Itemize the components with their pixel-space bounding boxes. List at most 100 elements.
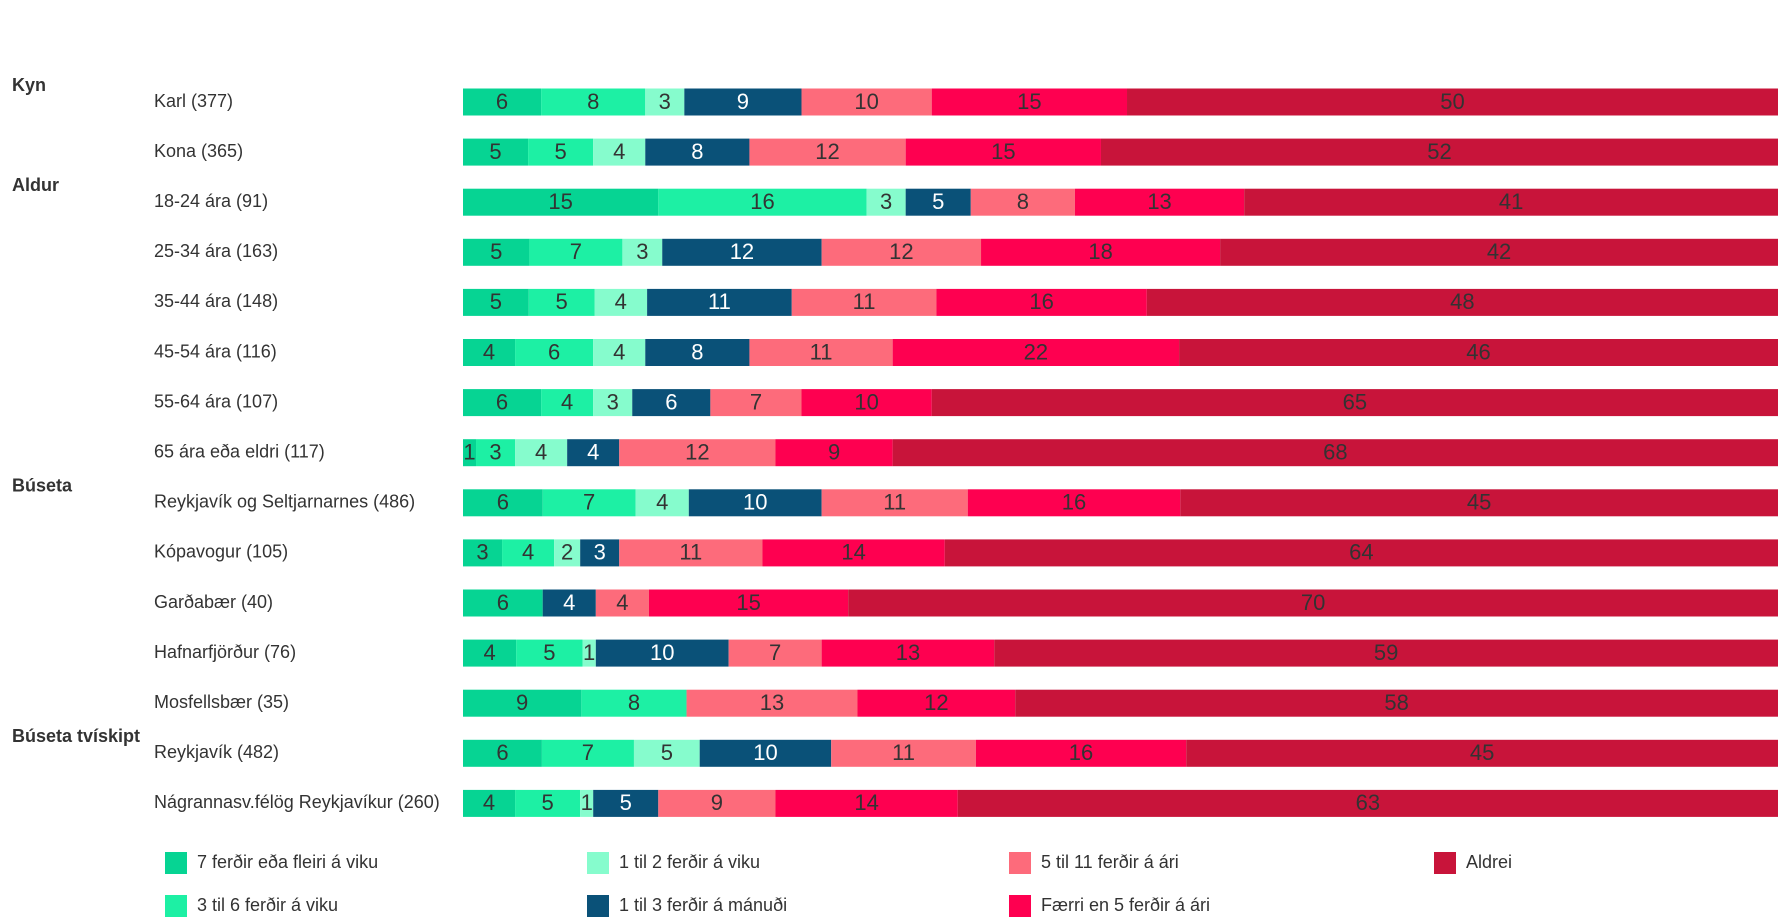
- value-label: 4: [483, 640, 495, 665]
- value-label: 4: [616, 590, 628, 615]
- value-label: 10: [854, 89, 878, 114]
- value-label: 68: [1323, 440, 1347, 465]
- value-label: 11: [883, 490, 906, 515]
- group-label: Búseta: [12, 476, 73, 496]
- category-label: 65 ára eða eldri (117): [154, 441, 325, 461]
- value-label: 7: [582, 740, 594, 765]
- value-label: 5: [490, 289, 502, 314]
- bar-segment: [463, 589, 543, 617]
- bar-segment: [658, 789, 776, 817]
- bar-segment: [645, 339, 750, 366]
- value-label: 46: [1466, 339, 1490, 364]
- value-label: 3: [636, 239, 648, 264]
- bar-segment: [970, 188, 1075, 216]
- value-label: 15: [1017, 89, 1041, 114]
- bar-segment: [775, 439, 893, 467]
- bar-segment: [848, 589, 1778, 617]
- value-label: 4: [483, 339, 495, 364]
- bar-segment: [821, 639, 995, 667]
- value-label: 3: [659, 89, 671, 114]
- bar-segment: [542, 589, 596, 617]
- bar-segment: [542, 489, 636, 517]
- value-label: 4: [483, 790, 495, 815]
- bar-segment: [541, 88, 646, 116]
- category-label: 35-44 ára (148): [154, 291, 278, 311]
- value-label: 45: [1467, 490, 1491, 515]
- value-label: 42: [1487, 239, 1511, 264]
- value-label: 64: [1349, 540, 1373, 565]
- bar-segment: [463, 339, 516, 366]
- value-label: 4: [613, 339, 625, 364]
- bar-segment: [688, 489, 822, 517]
- bar-segment: [975, 739, 1187, 767]
- bar-segment: [648, 589, 849, 617]
- value-label: 9: [737, 89, 749, 114]
- bar-segment: [645, 138, 750, 166]
- value-label: 10: [854, 389, 878, 414]
- category-label: Hafnarfjörður (76): [154, 642, 296, 662]
- value-label: 5: [556, 289, 568, 314]
- bar-segment: [801, 389, 932, 417]
- bar-segment: [463, 138, 529, 166]
- value-label: 59: [1374, 640, 1398, 665]
- bar-segment: [749, 138, 906, 166]
- bar-segment: [749, 339, 893, 366]
- value-label: 7: [769, 640, 781, 665]
- value-label: 14: [841, 540, 865, 565]
- value-label: 5: [620, 790, 632, 815]
- bar-segment: [728, 639, 822, 667]
- bar-segment: [905, 138, 1101, 166]
- value-label: 6: [496, 740, 508, 765]
- value-label: 48: [1450, 289, 1474, 314]
- category-label: 45-54 ára (116): [154, 341, 277, 361]
- bar-segment: [944, 539, 1778, 567]
- value-label: 6: [496, 89, 508, 114]
- category-label: Garðabær (40): [154, 592, 273, 612]
- bar-segment: [1015, 689, 1778, 717]
- value-label: 4: [535, 440, 547, 465]
- value-label: 1: [581, 790, 593, 815]
- value-label: 4: [615, 289, 627, 314]
- bar-segment: [515, 339, 594, 366]
- value-label: 6: [665, 389, 677, 414]
- value-label: 11: [708, 289, 731, 314]
- bar-segment: [463, 238, 530, 266]
- value-label: 4: [587, 440, 599, 465]
- value-label: 5: [489, 139, 501, 164]
- value-label: 3: [607, 389, 619, 414]
- value-label: 8: [587, 89, 599, 114]
- bar-segment: [831, 739, 976, 767]
- value-label: 6: [548, 339, 560, 364]
- bar-segment: [762, 539, 945, 567]
- legend-label: Færri en 5 ferðir á ári: [1041, 895, 1210, 915]
- bar-segment: [529, 238, 623, 266]
- value-label: 12: [815, 139, 839, 164]
- legend-swatch: [1434, 852, 1456, 874]
- value-label: 22: [1024, 339, 1048, 364]
- value-label: 45: [1470, 740, 1494, 765]
- group-label: Kyn: [12, 75, 46, 95]
- bar-segment: [647, 288, 792, 316]
- bar-segment: [619, 439, 776, 467]
- bar-segment: [821, 489, 968, 517]
- group-label: Aldur: [12, 175, 59, 195]
- category-label: 18-24 ára (91): [154, 191, 268, 211]
- bar-segment: [463, 739, 542, 767]
- category-label: Nágrannasv.félög Reykjavíkur (260): [154, 792, 440, 812]
- legend-label: 7 ferðir eða fleiri á viku: [197, 852, 378, 872]
- value-label: 7: [750, 389, 762, 414]
- value-label: 3: [594, 540, 606, 565]
- legend-label: 5 til 11 ferðir á ári: [1041, 852, 1179, 872]
- bar-segment: [594, 288, 648, 316]
- bar-segment: [801, 88, 932, 116]
- bar-segment: [593, 789, 659, 817]
- value-label: 11: [810, 339, 833, 364]
- value-label: 2: [561, 540, 573, 565]
- bar-segment: [463, 439, 477, 467]
- bar-segment: [957, 789, 1778, 817]
- bar-segment: [658, 188, 867, 216]
- bar-segment: [686, 689, 858, 717]
- value-label: 4: [563, 590, 575, 615]
- bar-segment: [463, 639, 517, 667]
- value-label: 3: [880, 189, 892, 214]
